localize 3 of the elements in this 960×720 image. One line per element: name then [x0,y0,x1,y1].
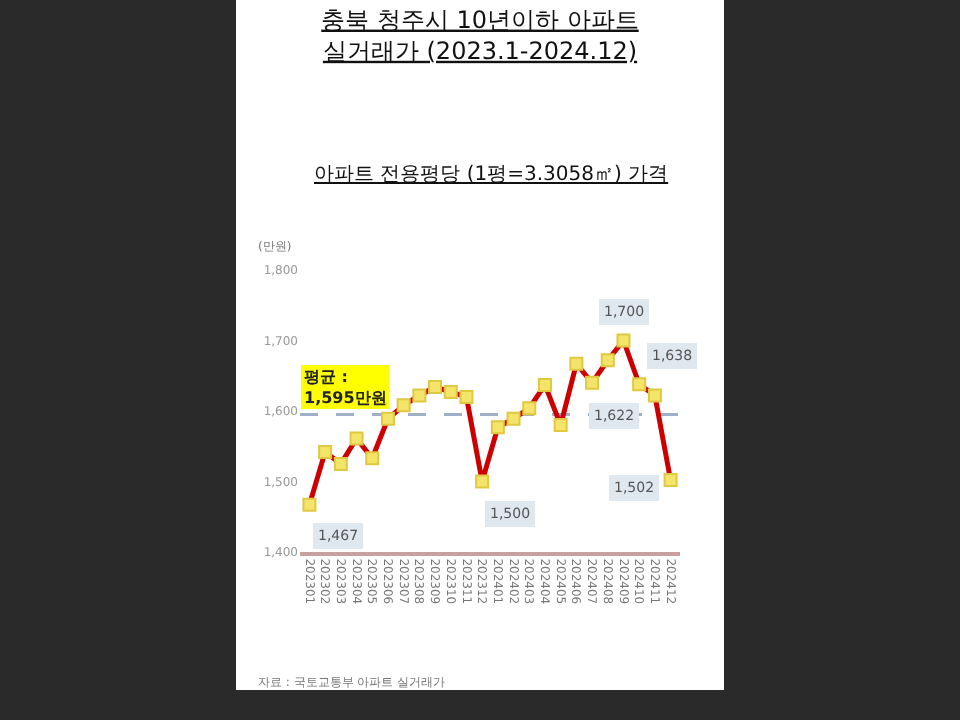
ref-line-label: 평균 : 1,595만원 [304,368,387,407]
chart-title: 충북 청주시 10년이하 아파트 실거래가 (2023.1-2024.12) [321,5,639,65]
chart-subtitle: 아파트 전용평당 (1평=3.3058㎡) 가격 [314,164,669,186]
